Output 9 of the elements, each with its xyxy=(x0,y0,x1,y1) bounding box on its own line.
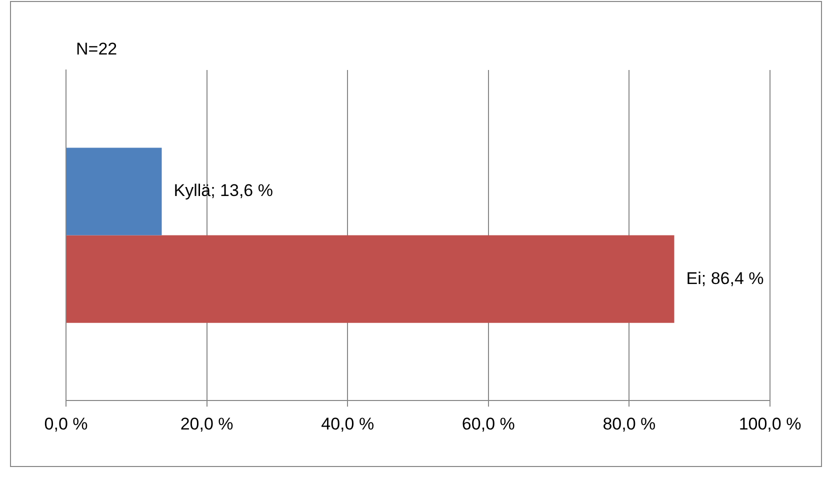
x-tick-label: 0,0 % xyxy=(44,414,88,434)
x-tick-label: 80,0 % xyxy=(602,414,656,434)
data-label: Ei; 86,4 % xyxy=(686,268,764,288)
text: N=22 xyxy=(76,40,118,59)
data-label: Kyllä; 13,6 % xyxy=(174,181,273,200)
x-tick-label: 100,0 % xyxy=(738,414,802,434)
x-tick-label: 40,0 % xyxy=(321,414,374,434)
x-tick-label: 20,0 % xyxy=(180,414,234,434)
x-tick-label: 60,0 % xyxy=(462,414,515,434)
